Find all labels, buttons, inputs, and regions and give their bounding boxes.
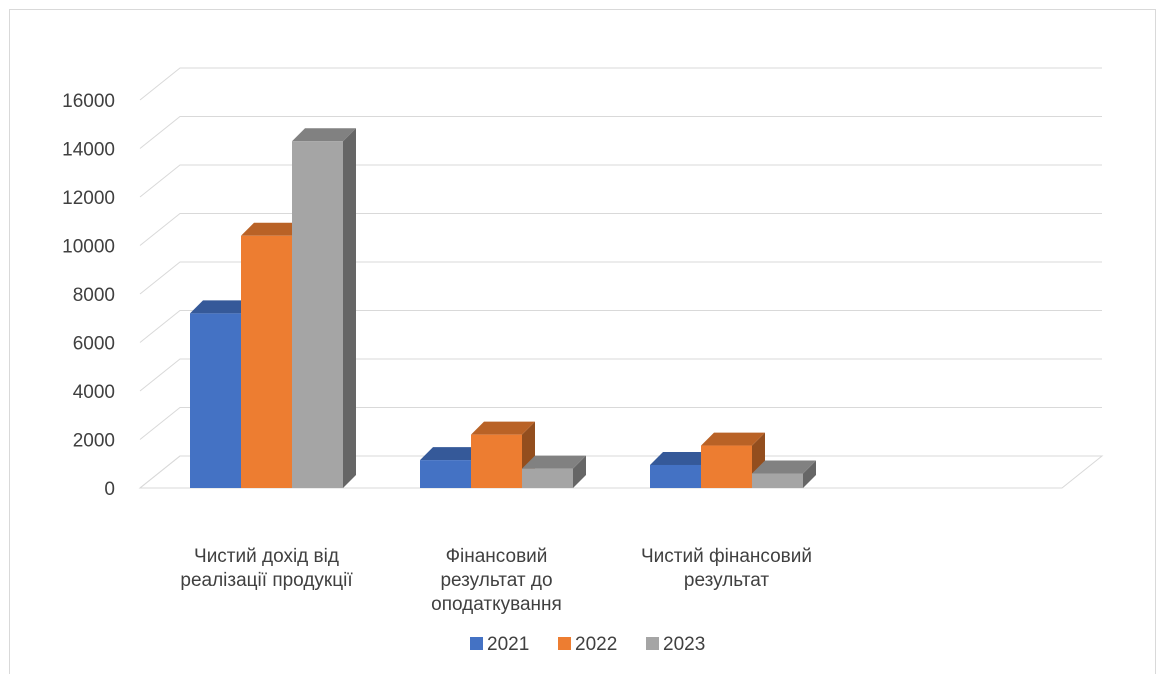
legend-label: 2022 [575,634,617,655]
y-tick-label: 0 [104,479,115,500]
legend-item: 2022 [558,634,617,655]
bars [190,128,816,489]
bar-side [343,128,356,488]
bar-top [650,451,714,465]
bar-side [803,460,816,488]
category-label: Фінансовий результат до оподаткування [431,546,562,615]
y-tick-label: 4000 [73,382,115,403]
legend-item: 2021 [470,634,529,655]
category-label: Чистий дохід від реалізації продукції [180,546,353,591]
gridline [139,164,1102,198]
bar-top [522,455,586,469]
y-tick-label: 6000 [73,334,115,355]
gridlines [139,67,1102,489]
legend-swatch [558,637,571,650]
bar-top [701,432,765,446]
legend-label: 2023 [663,634,705,655]
gridline [139,261,1102,295]
bar [701,432,765,488]
category-labels: Чистий дохід від реалізації продукції Фіна… [180,546,812,615]
legend: 2021 2022 2023 [470,634,705,655]
bar-side [573,455,586,488]
legend-item: 2023 [646,634,705,655]
legend-swatch [646,637,659,650]
bar-front [650,464,701,488]
y-tick-label: 2000 [73,431,115,452]
y-tick-label: 10000 [62,237,115,258]
bar-front [420,460,471,488]
bar-front [471,434,522,488]
legend-swatch [470,637,483,650]
legend-label: 2021 [487,634,529,655]
y-tick-label: 12000 [62,188,115,209]
y-axis: 0 2000 4000 6000 8000 10000 12000 14000 16000 [62,91,115,500]
gridline [139,358,1102,392]
bar-front [292,141,343,488]
gridline [139,310,1102,343]
gridline [139,116,1102,149]
category-label: Чистий фінансовий результат [641,546,812,591]
gridline [139,407,1102,440]
bar-top [752,460,816,474]
y-tick-label: 8000 [73,285,115,306]
bar [752,460,816,488]
gridline [139,67,1102,101]
bar-front [752,473,803,488]
bar-top [190,300,254,314]
bar [292,128,356,488]
bar-front [522,468,573,488]
y-tick-label: 14000 [62,140,115,161]
gridline [139,455,1102,489]
bar-front [701,445,752,488]
bar [522,455,586,488]
y-tick-label: 16000 [62,91,115,112]
bar-top [471,421,535,435]
gridline [139,213,1102,246]
bar-top [420,447,484,461]
bar-front [190,313,241,488]
bar-top [292,128,356,142]
bar-top [241,222,305,236]
bar-front [241,235,292,488]
